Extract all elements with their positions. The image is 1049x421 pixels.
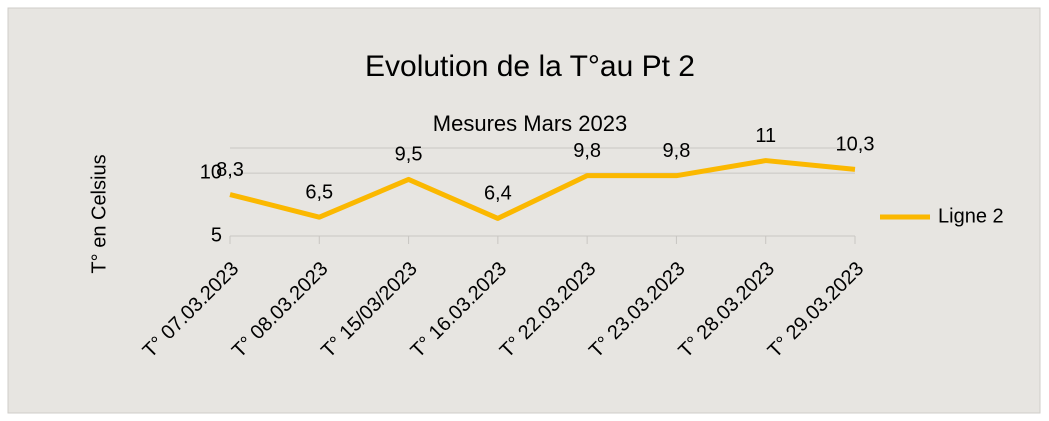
data-label: 6,4: [484, 183, 512, 205]
chart-subtitle: Mesures Mars 2023: [433, 111, 627, 136]
chart-background: [7, 7, 1041, 414]
data-label: 6,5: [305, 181, 333, 203]
data-label: 9,8: [573, 140, 601, 162]
y-tick-label: 10: [200, 161, 222, 183]
data-label: 9,8: [663, 140, 691, 162]
y-axis-label: T° en Celsius: [88, 154, 110, 273]
data-label: 11: [755, 125, 776, 147]
y-tick-label: 5: [211, 224, 222, 246]
chart-title: Evolution de la T°au Pt 2: [365, 50, 695, 83]
legend-label: Ligne 2: [938, 205, 1004, 227]
line: [229, 158, 856, 221]
data-label: 8,3: [216, 159, 244, 181]
data-label: 9,5: [395, 144, 423, 166]
data-label: 10,3: [836, 134, 875, 156]
